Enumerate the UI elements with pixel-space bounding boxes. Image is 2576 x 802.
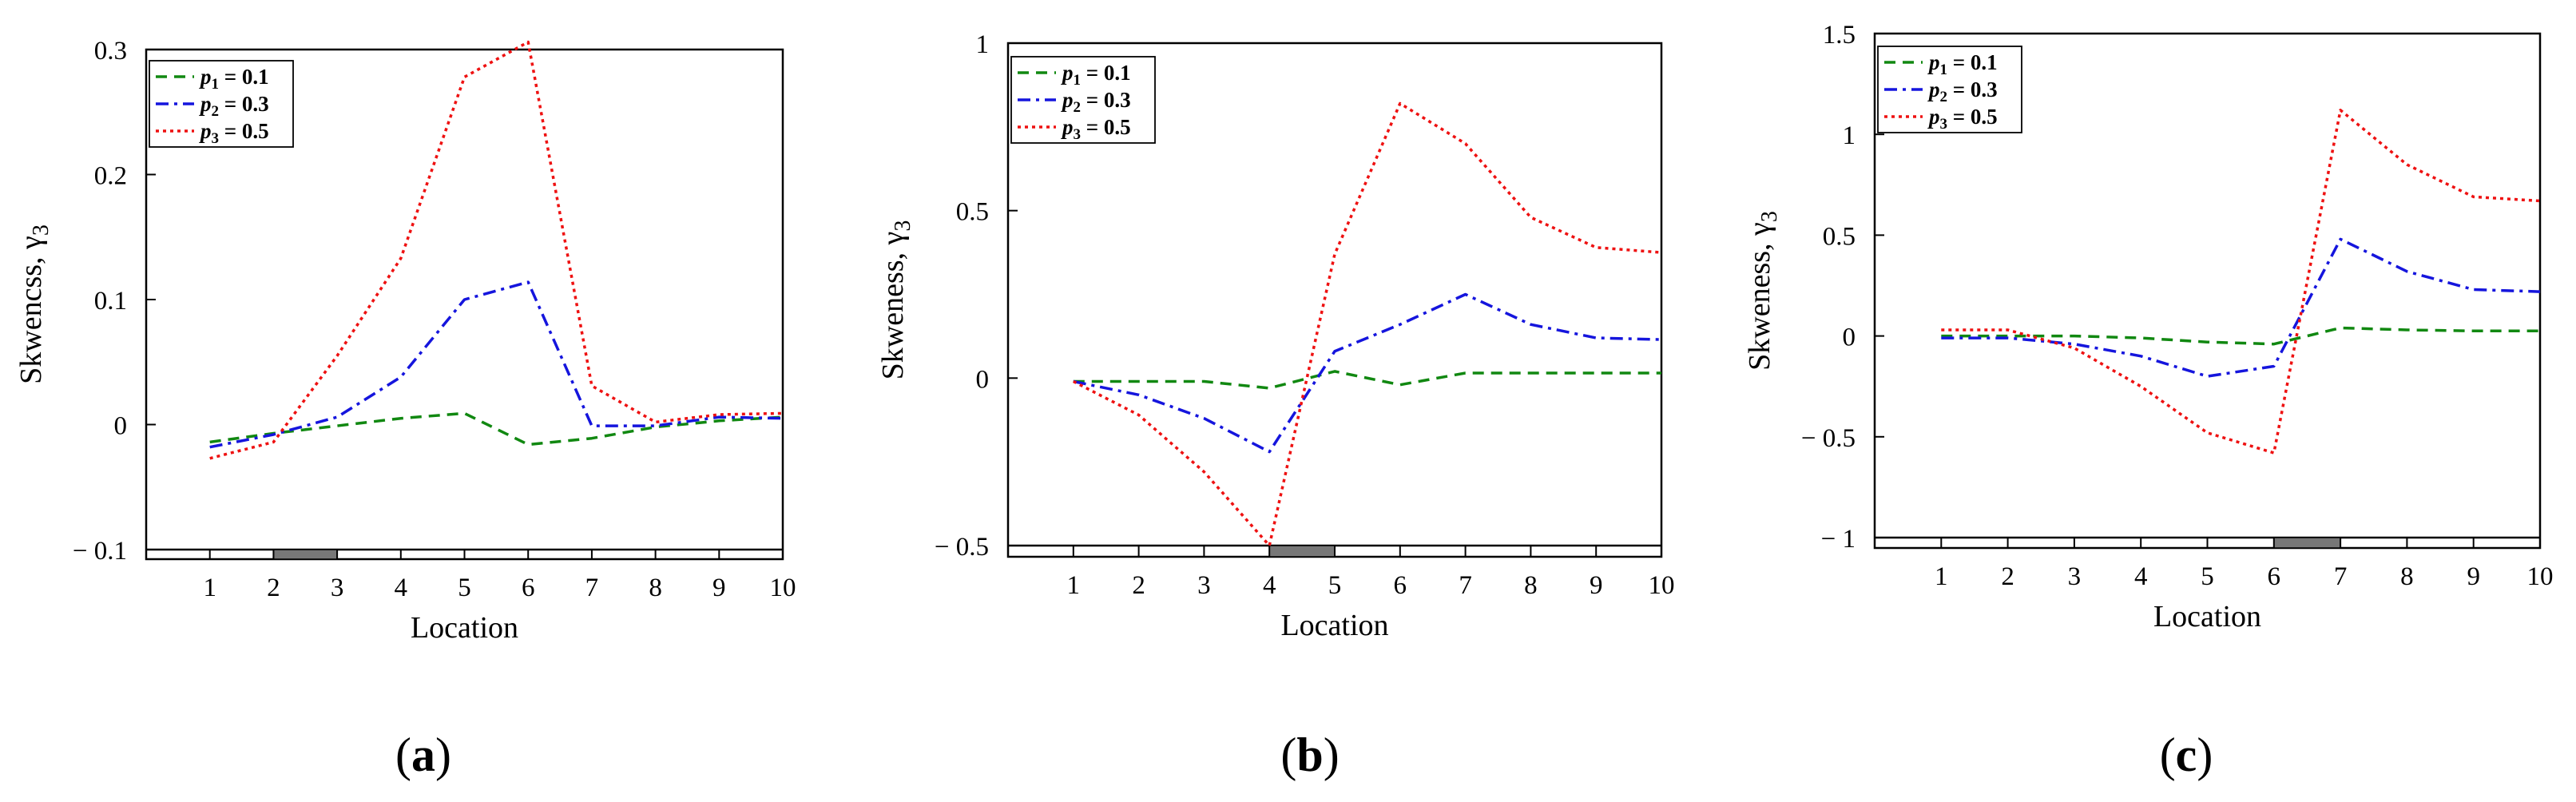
x-tick-label: 4 bbox=[395, 574, 408, 602]
x-tick-label: 3 bbox=[1197, 571, 1211, 600]
x-tick-label: 5 bbox=[1328, 571, 1342, 600]
x-tick-label: 3 bbox=[331, 574, 344, 602]
x-tick-label: 10 bbox=[1649, 571, 1675, 600]
x-tick-label: 7 bbox=[585, 574, 599, 602]
y-tick-label: − 1 bbox=[1821, 525, 1856, 554]
y-tick-label: − 0.5 bbox=[935, 533, 989, 562]
x-tick-label: 5 bbox=[2201, 562, 2214, 591]
x-tick-label: 6 bbox=[2268, 562, 2281, 591]
x-tick-label: 8 bbox=[649, 574, 662, 602]
panel-caption: (c) bbox=[2160, 729, 2213, 781]
x-tick-label: 4 bbox=[1263, 571, 1276, 600]
x-tick-label: 9 bbox=[1590, 571, 1603, 600]
y-tick-label: 0 bbox=[114, 412, 128, 441]
x-tick-label: 1 bbox=[1067, 571, 1081, 600]
legend-entry-p3: p3 = 0.5 bbox=[1061, 115, 1131, 143]
legend-entry-p2: p2 = 0.3 bbox=[1061, 88, 1131, 116]
legend-entry-p2: p2 = 0.3 bbox=[1927, 77, 1998, 105]
x-axis-label: Location bbox=[2153, 600, 2261, 633]
legend-entry-p1: p1 = 0.1 bbox=[1061, 61, 1131, 89]
series-line-p3 bbox=[1073, 101, 1662, 547]
x-axis-label: Location bbox=[411, 611, 518, 645]
panel-caption: (a) bbox=[395, 729, 451, 781]
legend-entry-p3: p3 = 0.5 bbox=[1927, 105, 1998, 133]
y-tick-label: 0 bbox=[976, 365, 990, 394]
y-tick-label: 0.3 bbox=[94, 37, 127, 66]
y-tick-label: − 0.5 bbox=[1801, 424, 1856, 453]
chart-panel-b: 1 2 3 4 5 6 7 8 9 10 − 0.5 0 0.5 1 Location Skweness, γ… bbox=[876, 30, 1675, 781]
x-tick-label: 2 bbox=[2001, 562, 2014, 591]
x-axis-label: Location bbox=[1280, 609, 1388, 642]
series-line-p3 bbox=[209, 40, 784, 460]
y-tick-label: − 0.1 bbox=[73, 537, 127, 566]
series-line-p2 bbox=[1073, 292, 1662, 454]
legend: p1 = 0.1p2 = 0.3p3 = 0.5 bbox=[1877, 46, 2022, 133]
x-tick-label: 10 bbox=[770, 574, 796, 602]
x-tick-label: 7 bbox=[1459, 571, 1472, 600]
legend-box bbox=[149, 60, 294, 148]
legend-entry-p2: p2 = 0.3 bbox=[199, 92, 269, 120]
x-tick-label: 4 bbox=[2134, 562, 2148, 591]
highlight-segment bbox=[272, 549, 338, 560]
legend-entry-p1: p1 = 0.1 bbox=[1927, 50, 1998, 78]
panel-caption: (b) bbox=[1280, 729, 1339, 781]
legend: p1 = 0.1p2 = 0.3p3 = 0.5 bbox=[149, 60, 294, 148]
x-tick-label: 7 bbox=[2334, 562, 2348, 591]
x-tick-label: 6 bbox=[522, 574, 535, 602]
x-tick-label: 10 bbox=[2527, 562, 2554, 591]
legend-entry-p3: p3 = 0.5 bbox=[199, 119, 269, 147]
x-tick-label: 3 bbox=[2068, 562, 2082, 591]
x-tick-label: 2 bbox=[267, 574, 280, 602]
highlight-segment bbox=[1268, 545, 1336, 558]
y-tick-label: 1 bbox=[976, 30, 990, 59]
y-axis-label: Skweness, γ3 bbox=[1743, 211, 1782, 371]
series-line-p1 bbox=[209, 411, 784, 447]
series-line-p3 bbox=[1941, 109, 2541, 455]
legend: p1 = 0.1p2 = 0.3p3 = 0.5 bbox=[1010, 56, 1156, 144]
x-tick-label: 9 bbox=[712, 574, 726, 602]
legend-box bbox=[1010, 56, 1156, 144]
x-tick-label: 8 bbox=[2400, 562, 2414, 591]
x-tick-label: 5 bbox=[458, 574, 471, 602]
highlight-segment bbox=[2273, 537, 2341, 549]
x-tick-label: 2 bbox=[1132, 571, 1145, 600]
legend-entry-p1: p1 = 0.1 bbox=[199, 65, 269, 93]
x-tick-label: 9 bbox=[2467, 562, 2480, 591]
x-tick-label: 1 bbox=[1935, 562, 1948, 591]
x-tick-label: 1 bbox=[203, 574, 216, 602]
legend-box bbox=[1877, 46, 2022, 133]
y-tick-label: 0.5 bbox=[1823, 222, 1856, 251]
series-line-p1 bbox=[1073, 370, 1661, 390]
x-tick-label: 6 bbox=[1394, 571, 1407, 600]
x-tick-label: 8 bbox=[1524, 571, 1538, 600]
y-tick-label: 0.2 bbox=[94, 162, 127, 191]
y-axis-label: Skweness, γ3 bbox=[876, 220, 915, 380]
series-line-p2 bbox=[1941, 237, 2541, 378]
chart-panel-a: 1 2 3 4 5 6 7 8 9 10 − 0.1 0 0.1 0.2 0.3 Location Skwenc… bbox=[14, 37, 796, 781]
series-line-p2 bbox=[209, 280, 784, 449]
y-tick-label: 1 bbox=[1843, 121, 1856, 150]
y-axis-label: Skwencss, γ3 bbox=[14, 224, 54, 384]
y-tick-label: 0 bbox=[1843, 324, 1856, 352]
series-line-p1 bbox=[1941, 326, 2540, 346]
chart-panel-c: 1 2 3 4 5 6 7 8 9 10 − 1 − 0.5 0 0.5 1 1.5 Location Skwen… bbox=[1743, 21, 2554, 781]
y-tick-label: 1.5 bbox=[1823, 21, 1856, 50]
y-tick-label: 0.1 bbox=[94, 287, 127, 316]
y-tick-label: 0.5 bbox=[956, 198, 989, 227]
